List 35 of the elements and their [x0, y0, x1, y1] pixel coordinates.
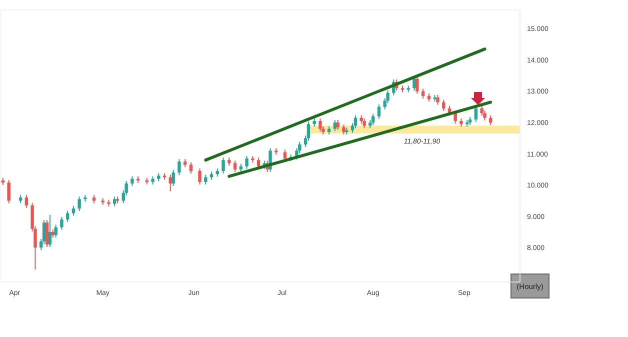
candlestick: [442, 99, 446, 112]
candlestick: [24, 194, 28, 208]
candlestick: [45, 220, 49, 248]
candlestick: [436, 94, 440, 106]
candlestick: [198, 168, 202, 185]
candlestick: [222, 157, 225, 174]
candlestick: [421, 88, 425, 99]
candlestick: [474, 105, 478, 122]
candlestick: [233, 160, 237, 172]
candlestick: [483, 110, 486, 121]
candlestick: [72, 206, 76, 216]
candlestick: [480, 105, 484, 116]
candlestick: [333, 120, 337, 132]
candlestick: [54, 224, 58, 238]
candlestick: [354, 114, 358, 129]
candlestick: [204, 174, 208, 185]
candlestick: [372, 113, 375, 126]
candlestick: [416, 76, 419, 94]
candlestick: [318, 118, 322, 132]
candlestick: [189, 162, 193, 174]
candlestick: [78, 196, 81, 212]
candlestick: [60, 216, 64, 230]
candlestick: [172, 170, 175, 187]
candlestick: [362, 118, 366, 129]
candlestick: [48, 214, 52, 248]
candlestick: [336, 120, 340, 130]
candlestick: [178, 158, 181, 176]
candlestick: [7, 180, 10, 204]
candlestick: [342, 124, 346, 135]
candlestick: [377, 104, 381, 120]
candlestick: [66, 210, 70, 222]
candlestick: [245, 156, 248, 170]
candlestick: [130, 176, 134, 187]
candlestick: [112, 196, 116, 207]
candlestick: [489, 114, 492, 126]
